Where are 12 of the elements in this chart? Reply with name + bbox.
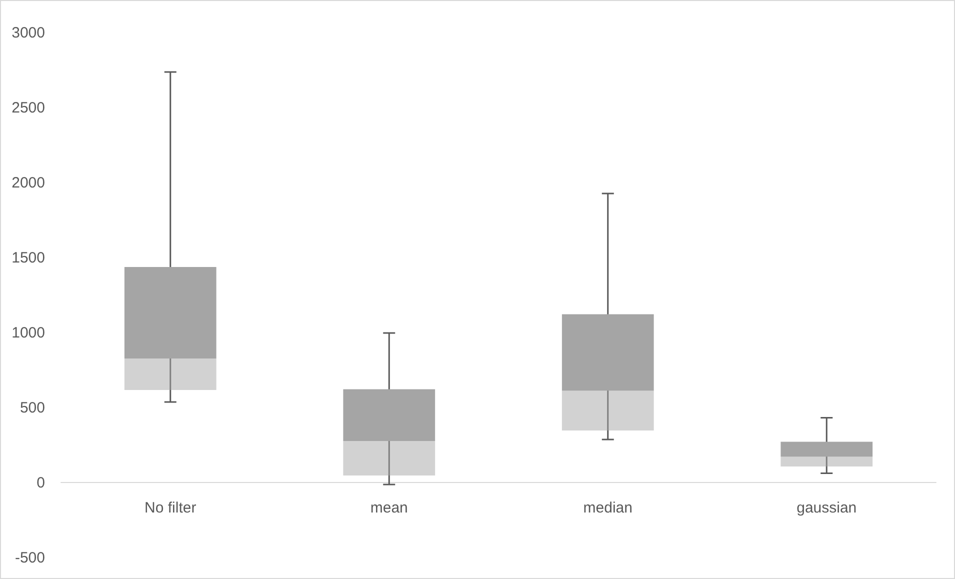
y-tick-label: -500 [14, 550, 45, 566]
x-tick-label: gaussian [796, 500, 857, 517]
y-tick-label: 0 [36, 474, 45, 492]
x-tick-label: median [583, 500, 632, 517]
y-tick-label: 1500 [12, 250, 45, 266]
x-tick-label: No filter [144, 500, 196, 517]
y-tick-label: 3000 [12, 24, 45, 42]
y-tick-label: 500 [20, 400, 45, 416]
y-tick-label: 2500 [12, 100, 45, 116]
y-tick-label: 1000 [12, 324, 45, 342]
y-tick-label: 2000 [12, 174, 45, 192]
x-tick-label: mean [370, 500, 408, 517]
